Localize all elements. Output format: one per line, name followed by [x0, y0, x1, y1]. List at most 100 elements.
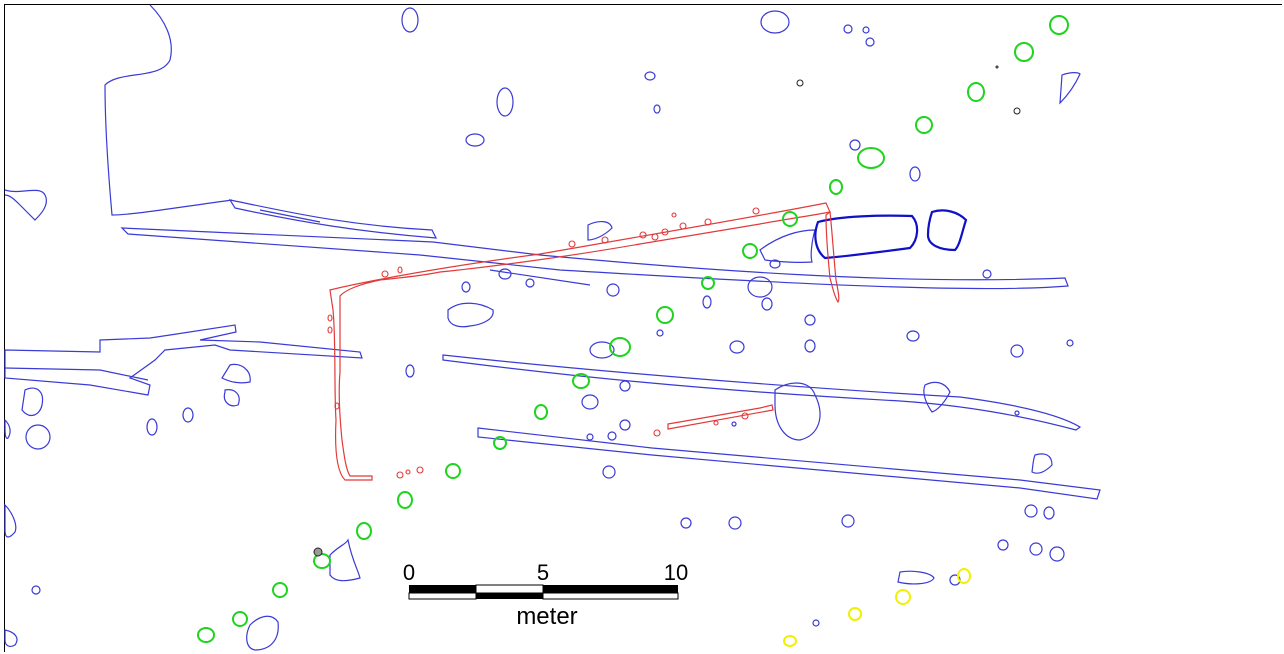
yellow-posthole-1: [957, 568, 971, 584]
green-posthole-11: [609, 337, 631, 357]
yellow-posthole-3: [848, 607, 862, 621]
pit-f: [653, 104, 661, 114]
pit-c: [496, 87, 514, 117]
black-point-2: [1013, 107, 1021, 115]
green-posthole-19: [272, 582, 288, 598]
pit-g: [843, 24, 853, 34]
pit-u: [804, 314, 816, 326]
pit-a: [401, 7, 419, 33]
green-posthole-20: [232, 611, 248, 627]
red-dot-16: [405, 469, 411, 475]
linear-ditch-4: [489, 269, 591, 286]
pit-ai: [731, 421, 737, 427]
pit-av: [25, 424, 51, 450]
scale-bar: 0 5 10 meter: [403, 560, 688, 630]
feature-pit-5: [329, 538, 361, 582]
linear-ditch-1: [120, 227, 1069, 290]
wall-outline-main: [329, 202, 831, 481]
pit-s: [769, 259, 781, 269]
linear-ditch-5: [442, 354, 1082, 431]
pit-am: [728, 516, 742, 530]
scale-tick-10: 10: [664, 560, 688, 585]
green-posthole-9: [701, 276, 715, 290]
pit-ae: [581, 394, 599, 410]
red-dot-10: [671, 212, 677, 218]
red-dot-3: [568, 240, 576, 248]
pit-af: [619, 419, 631, 431]
green-posthole-7: [782, 211, 798, 227]
scale-segment-3: [543, 585, 678, 593]
red-dot-20: [741, 412, 749, 420]
edge-feature: [4, 189, 47, 221]
feature-pit-14: [4, 418, 11, 439]
feature-irregular: [759, 229, 816, 263]
linear-ditch-8: [4, 367, 149, 381]
red-dot-4: [601, 236, 609, 244]
red-dot-17: [416, 466, 424, 474]
pit-w: [906, 330, 920, 342]
red-dot-8: [679, 222, 687, 230]
pit-aj: [1014, 410, 1020, 416]
pit-e: [644, 71, 656, 81]
feature-pit-12: [4, 503, 17, 538]
wall-extension: [825, 210, 840, 303]
green-posthole-4: [915, 116, 933, 134]
pit-ao: [1024, 504, 1038, 518]
green-posthole-21: [197, 627, 215, 643]
feature-pit-9: [1031, 453, 1053, 474]
scale-lower-3: [542, 592, 679, 600]
yellow-posthole-2: [895, 589, 911, 605]
pit-ad: [619, 380, 631, 392]
red-dot-1: [381, 270, 389, 278]
pit-x: [729, 340, 745, 354]
green-posthole-17: [356, 522, 372, 540]
red-dot-7: [661, 228, 669, 236]
red-dot-5: [639, 231, 647, 239]
pit-z: [656, 329, 664, 337]
yellow-posthole-4: [783, 635, 797, 647]
pit-aa: [1010, 344, 1024, 358]
black-point-1: [796, 79, 804, 87]
linear-ditch-2: [228, 199, 438, 239]
pit-ay: [31, 585, 41, 595]
red-walls-layer: [327, 202, 840, 481]
large-rect-feature: [814, 214, 919, 260]
pit-ah: [586, 433, 594, 441]
pit-an: [841, 514, 855, 528]
scale-lower-1: [408, 592, 477, 600]
pit-aw: [146, 418, 158, 436]
pit-aq: [997, 539, 1009, 551]
pit-ab: [1066, 339, 1074, 347]
green-posthole-16: [397, 491, 413, 509]
pit-j: [849, 139, 861, 151]
feature-pit-11: [897, 570, 935, 585]
green-posthole-14: [493, 436, 507, 450]
green-posthole-13: [534, 404, 548, 420]
red-dot-9: [704, 218, 712, 226]
green-posthole-10: [656, 306, 674, 324]
feature-pit-2: [21, 387, 44, 417]
feature-pit-10: [587, 221, 613, 241]
feature-pit-4: [223, 389, 240, 407]
scale-tick-0: 0: [403, 560, 415, 585]
green-posthole-12: [572, 373, 590, 389]
pit-i: [865, 37, 875, 47]
pit-ac: [405, 364, 415, 378]
linear-ditch-7: [4, 324, 363, 396]
linear-ditch-3: [259, 209, 321, 223]
red-dot-2: [397, 266, 403, 274]
red-dot-19: [713, 420, 719, 426]
pit-r: [702, 295, 712, 309]
pit-m: [461, 281, 471, 293]
bold-features-layer: [814, 209, 968, 260]
feature-tall-blob: [774, 382, 821, 441]
grey-point: [313, 547, 323, 557]
pit-au: [812, 619, 820, 627]
feature-pit-1: [447, 302, 494, 328]
scale-unit-label: meter: [516, 603, 577, 630]
large-round-feature: [926, 209, 968, 252]
pit-y: [589, 341, 615, 359]
large-feature-outline: [104, 4, 233, 216]
scale-segment-1: [409, 585, 476, 593]
